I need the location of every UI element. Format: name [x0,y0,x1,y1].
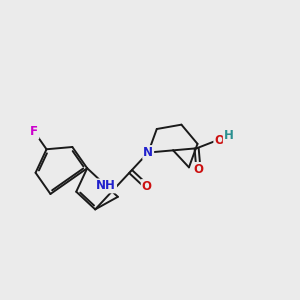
Text: F: F [30,125,38,138]
Text: O: O [142,180,152,193]
Text: N: N [143,146,153,159]
Text: O: O [194,163,203,176]
Text: O: O [214,134,224,147]
Text: NH: NH [96,179,116,192]
Text: H: H [224,129,234,142]
